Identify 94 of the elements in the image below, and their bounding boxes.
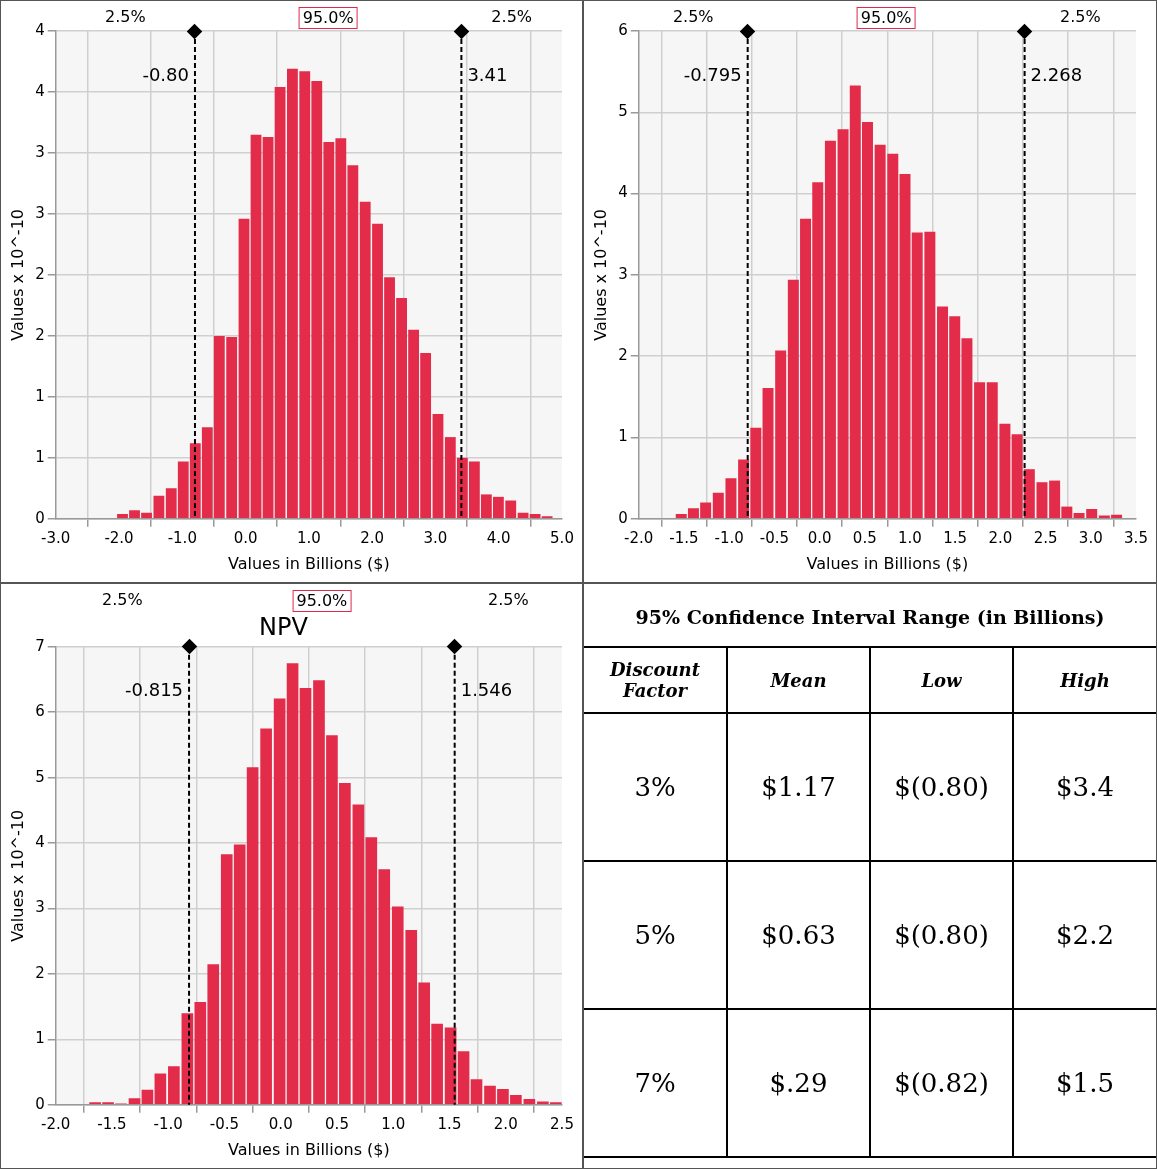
x-tick-label: 1.5: [437, 1114, 462, 1133]
y-tick-label: 2: [35, 264, 45, 283]
y-tick-label: 4: [35, 20, 45, 39]
x-tick-label: 1.0: [381, 1114, 406, 1133]
y-tick-label: 3: [35, 203, 45, 222]
x-tick-label: 5.0: [550, 528, 574, 547]
x-tick-label: 3.5: [1124, 528, 1148, 547]
text: 2.5%: [1058, 7, 1102, 27]
y-tick-label: 4: [35, 81, 45, 100]
x-tick-label: 0.0: [233, 528, 258, 547]
y-tick-label: 1: [618, 427, 628, 446]
y-axis-title: Values x 10^-10: [7, 208, 27, 341]
y-tick-label: 1: [35, 386, 45, 405]
y-tick-label: 3: [618, 264, 628, 283]
text: $(0.80): [870, 861, 1013, 1009]
text: $(0.80): [870, 713, 1013, 861]
x-tick-label: 4.0: [486, 528, 511, 547]
text: 95.0%: [298, 7, 358, 29]
text: 95% Confidence Interval Range (in Billions): [634, 606, 1106, 628]
y-tick-label: 7: [35, 636, 45, 655]
x-tick-label: -1.0: [153, 1114, 183, 1133]
y-tick-label: 2: [35, 963, 45, 982]
text: 2.5%: [101, 590, 144, 610]
text: 2.5%: [104, 7, 147, 27]
y-tick-label: 5: [35, 767, 45, 786]
x-tick-label: 1.0: [898, 528, 922, 547]
x-tick-label: 2.0: [988, 528, 1013, 547]
x-tick-label: 2.5: [1033, 528, 1058, 547]
y-tick-label: 0: [35, 508, 45, 527]
chart-title: NPV: [259, 612, 309, 641]
text: 3%: [584, 713, 727, 861]
y-tick-label: 1: [35, 447, 45, 466]
y-tick-label: 4: [618, 183, 628, 202]
text: 2.5%: [490, 7, 533, 27]
text: $2.2: [1013, 861, 1156, 1009]
x-tick-label: 0.0: [268, 1114, 293, 1133]
text: $.29: [727, 1009, 870, 1157]
x-axis-title: Values in Billions ($): [227, 1139, 390, 1159]
x-tick-label: -2.0: [624, 528, 654, 547]
y-tick-label: 0: [618, 508, 628, 527]
y-tick-label: 2: [618, 346, 628, 365]
text: 95.0%: [856, 7, 916, 29]
y-tick-label: 5: [618, 102, 628, 121]
y-tick-label: 2: [35, 325, 45, 344]
x-tick-label: 1.0: [296, 528, 321, 547]
text: Mean: [727, 647, 870, 713]
ref-line-label: -0.795: [683, 63, 742, 85]
text: Discount Factor: [584, 647, 727, 713]
y-tick-label: 4: [35, 832, 45, 851]
y-tick-label: 1: [35, 1029, 45, 1048]
y-tick-label: 0: [35, 1094, 45, 1113]
x-tick-label: -2.0: [41, 1114, 71, 1133]
x-tick-label: 3.0: [1078, 528, 1103, 547]
x-tick-label: -2.0: [104, 528, 134, 547]
text: $1.5: [1013, 1009, 1156, 1157]
x-tick-label: 3.0: [423, 528, 448, 547]
ref-line-label: 2.268: [1030, 63, 1083, 85]
ref-line-label: -0.80: [142, 63, 189, 85]
text: 2.5%: [487, 590, 530, 610]
x-axis-title: Values in Billions ($): [806, 553, 969, 573]
ref-line-label: 1.546: [460, 679, 513, 701]
x-tick-label: 0.0: [807, 528, 832, 547]
text: 7%: [584, 1009, 727, 1157]
text: $3.4: [1013, 713, 1156, 861]
x-tick-label: 0.5: [852, 528, 877, 547]
text: $(0.82): [870, 1009, 1013, 1157]
y-tick-label: 6: [618, 20, 628, 39]
x-tick-label: -3.0: [41, 528, 71, 547]
x-tick-label: 2.0: [493, 1114, 518, 1133]
x-tick-label: -1.5: [669, 528, 699, 547]
ref-line-label: -0.815: [125, 679, 184, 701]
x-tick-label: -0.5: [759, 528, 789, 547]
x-tick-label: -0.5: [209, 1114, 240, 1133]
x-tick-label: -1.0: [714, 528, 744, 547]
y-tick-label: 3: [35, 898, 45, 917]
ref-line-label: 3.41: [467, 63, 508, 85]
y-tick-label: 6: [35, 702, 45, 721]
text: High: [1013, 647, 1156, 713]
y-axis-title: Values x 10^-10: [7, 809, 27, 942]
x-tick-label: 0.5: [325, 1114, 349, 1133]
x-tick-label: 1.5: [943, 528, 968, 547]
text: 5%: [584, 861, 727, 1009]
y-axis-title: Values x 10^-10: [590, 208, 610, 341]
x-tick-label: 2.5: [550, 1114, 574, 1133]
x-tick-label: -1.5: [97, 1114, 127, 1133]
text: $0.63: [727, 861, 870, 1009]
text: $1.17: [727, 713, 870, 861]
x-axis-title: Values in Billions ($): [227, 553, 390, 573]
y-tick-label: 3: [35, 142, 45, 161]
text: Low: [870, 647, 1013, 713]
text: 95.0%: [292, 590, 352, 612]
text: 2.5%: [671, 7, 715, 27]
x-tick-label: 2.0: [360, 528, 385, 547]
x-tick-label: -1.0: [167, 528, 197, 547]
